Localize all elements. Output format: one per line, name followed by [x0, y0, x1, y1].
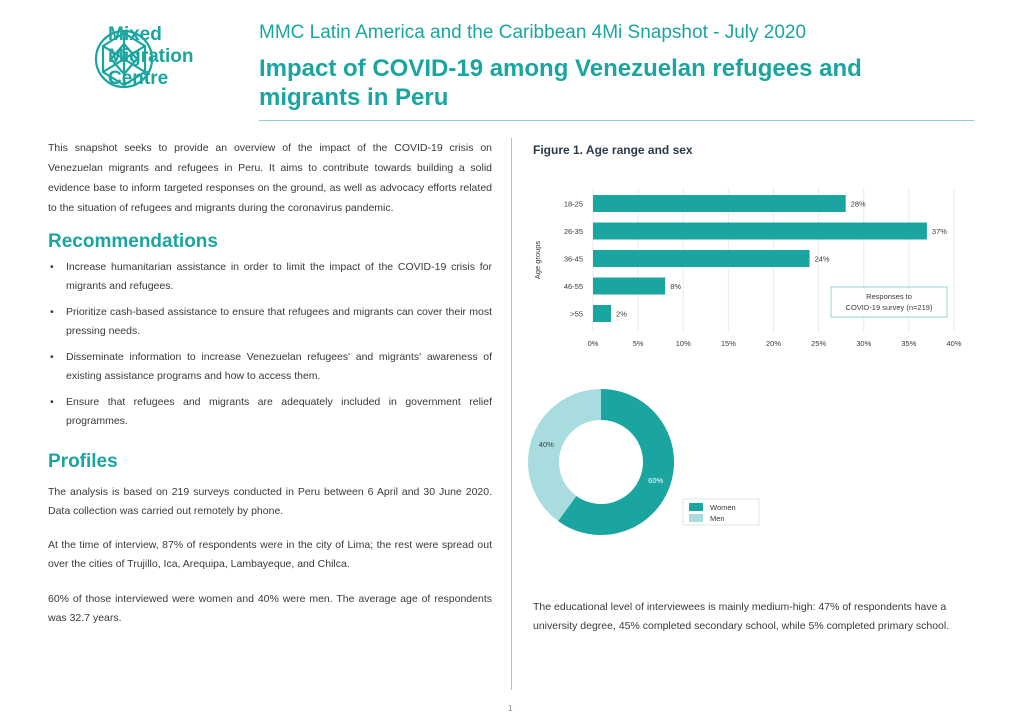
profiles-paragraph-2: At the time of interview, 87% of respond… — [48, 539, 492, 570]
value-label: 8% — [670, 282, 681, 291]
donut-slice — [528, 389, 601, 522]
profiles-heading: Profiles — [48, 451, 118, 472]
profiles-paragraph-1: The analysis is based on 219 surveys con… — [48, 486, 492, 517]
x-tick-label: 0% — [588, 339, 599, 348]
slice-label: 40% — [539, 440, 554, 449]
logo-line2: Migration — [108, 46, 194, 67]
legend-label-women: Women — [710, 503, 736, 512]
legend-line1: Responses to — [866, 292, 912, 301]
bar — [593, 222, 927, 240]
category-label: 26-35 — [564, 227, 583, 236]
list-item: Prioritize cash-based assistance to ensu… — [48, 303, 492, 341]
x-tick-label: 35% — [901, 339, 916, 348]
bar — [593, 250, 810, 267]
bar — [593, 195, 846, 212]
logo-wordmark: Mixed Migration Centre — [108, 24, 194, 90]
value-label: 28% — [851, 200, 866, 209]
y-axis-label: Age groups — [533, 241, 542, 280]
logo-line1: Mixed — [108, 24, 162, 45]
x-tick-label: 20% — [766, 339, 781, 348]
category-label: 46-55 — [564, 282, 583, 291]
figure-title: Figure 1. Age range and sex — [533, 143, 693, 157]
x-tick-label: 15% — [721, 339, 736, 348]
slice-label: 60% — [648, 476, 663, 485]
intro-paragraph: This snapshot seeks to provide an overvi… — [48, 142, 492, 214]
x-tick-label: 25% — [811, 339, 826, 348]
recommendations-list: Increase humanitarian assistance in orde… — [48, 258, 492, 438]
profiles-paragraph-3: 60% of those interviewed were women and … — [48, 593, 492, 624]
donut-slice — [558, 389, 674, 535]
recommendations-heading: Recommendations — [48, 231, 218, 252]
x-tick-label: 30% — [856, 339, 871, 348]
value-label: 2% — [616, 310, 627, 319]
donut-legend: Women Men — [682, 498, 760, 526]
list-item: Increase humanitarian assistance in orde… — [48, 258, 492, 296]
globe-network-icon — [94, 29, 154, 89]
value-label: 24% — [815, 255, 830, 264]
header-divider — [259, 120, 974, 121]
list-item: Disseminate information to increase Vene… — [48, 348, 492, 386]
sex-donut-chart: 60% 40% Women Men — [528, 389, 760, 535]
report-subtitle: MMC Latin America and the Caribbean 4Mi … — [259, 22, 807, 43]
category-label: >55 — [570, 310, 583, 319]
education-paragraph: The educational level of interviewees is… — [533, 601, 950, 632]
legend-label-men: Men — [710, 514, 725, 523]
legend-line2: COVID-19 survey (n=219) — [846, 303, 933, 312]
chart-legend: Responses to COVID-19 survey (n=219) — [830, 286, 948, 318]
x-tick-label: 40% — [946, 339, 961, 348]
legend-swatch-men — [689, 514, 703, 522]
x-tick-label: 5% — [633, 339, 644, 348]
age-bar-chart: 18-25 26-35 36-45 46-55 >55 28% 37% 24% 8% 2% 0%… — [533, 188, 962, 348]
mmc-logo — [94, 29, 154, 89]
page-number: 1 — [508, 704, 513, 713]
category-label: 36-45 — [564, 255, 583, 264]
logo-line3: Centre — [108, 68, 169, 89]
column-divider — [511, 138, 512, 690]
bar — [593, 305, 612, 322]
bar — [593, 277, 666, 295]
x-tick-label: 10% — [676, 339, 691, 348]
category-label: 18-25 — [564, 200, 583, 209]
list-item: Ensure that refugees and migrants are ad… — [48, 393, 492, 431]
legend-swatch-women — [689, 503, 703, 511]
report-title: Impact of COVID-19 among Venezuelan refu… — [259, 55, 862, 111]
value-label: 37% — [932, 227, 947, 236]
